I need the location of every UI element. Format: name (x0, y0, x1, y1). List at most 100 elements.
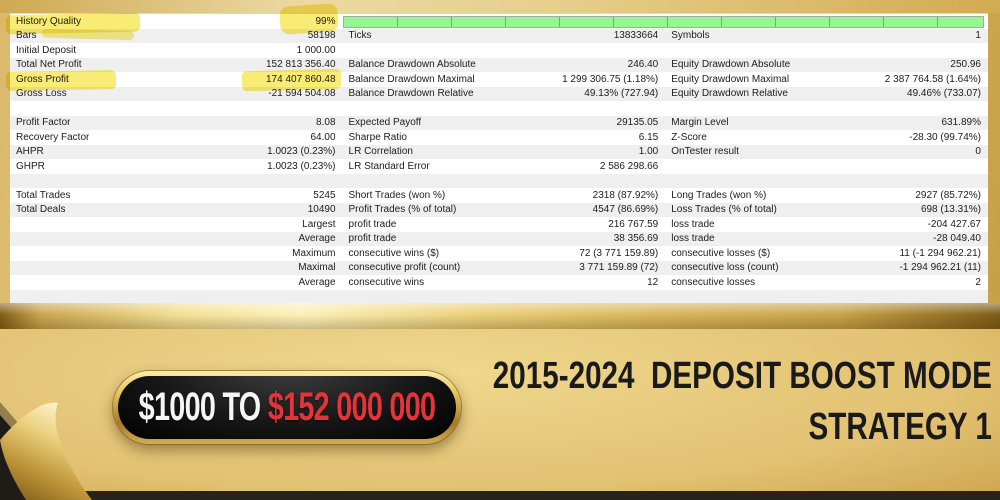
report-cell: Average (10, 275, 343, 290)
metric-label: Short Trades (won %) (348, 189, 446, 201)
report-cell: Average (10, 232, 343, 247)
report-cell: Short Trades (won %) 2318 (87.92%) (343, 188, 666, 203)
report-cell: Total Deals 10490 (10, 203, 343, 218)
metric-value: 2927 (85.72%) (915, 189, 981, 201)
report-cell: Z-Score -28.30 (99.74%) (665, 130, 988, 145)
metric-value: 6.15 (638, 131, 659, 143)
metric-label: Bars (16, 30, 37, 42)
report-row: Initial Deposit 1 000.00 (10, 43, 988, 58)
metric-label: consecutive wins ($) (348, 247, 440, 259)
report-cell: Equity Drawdown Maximal 2 387 764.58 (1.6… (665, 72, 988, 87)
metric-value: 11 (-1 294 962.21) (899, 247, 981, 259)
headline: 2015-2024 DEPOSIT BOOST MODE STRATEGY 1 (352, 351, 992, 453)
report-row: Gross Loss -21 594 504.08 Balance Drawdown… (10, 86, 988, 102)
metric-label: Symbols (671, 30, 710, 42)
metric-label: Recovery Factor (16, 131, 90, 143)
metric-label: consecutive wins (348, 276, 425, 288)
report-cell (665, 101, 988, 116)
metric-label: Loss Trades (% of total) (671, 204, 777, 216)
metric-label: Equity Drawdown Relative (671, 88, 788, 100)
metric-value: 0 (975, 146, 981, 158)
report-cell: Recovery Factor 64.00 (10, 130, 343, 145)
metric-label: Z-Score (671, 131, 707, 143)
metric-value: 1 000.00 (296, 44, 336, 56)
report-cell (665, 174, 988, 189)
report-row: Largest profit trade 216 767.59 loss trade -… (10, 217, 988, 232)
report-cell: consecutive losses 2 (665, 275, 988, 290)
metric-label: profit trade (348, 233, 397, 245)
report-cell (10, 174, 343, 189)
metric-value: Maximum (292, 247, 336, 259)
report-cell (343, 174, 666, 189)
report-cell: Gross Loss -21 594 504.08 (10, 87, 343, 102)
report-cell: loss trade -204 427.67 (665, 217, 988, 232)
metric-value: 38 356.69 (613, 233, 659, 245)
gold-divider-stripe (0, 303, 1000, 329)
highlight-marker-gross-profit-value (241, 68, 342, 92)
headline-line2: STRATEGY 1 (808, 406, 992, 448)
report-row: Total Net Profit 152 813 356.40 Balance Dr… (10, 57, 988, 73)
metric-label: LR Correlation (348, 146, 413, 158)
report-cell: Long Trades (won %) 2927 (85.72%) (665, 188, 988, 203)
metric-label: loss trade (671, 218, 715, 230)
amount-badge-text: $1000 TO $152 000 000 (139, 385, 436, 430)
metric-value: 2 586 298.66 (599, 160, 659, 172)
metric-value: 1 299 306.75 (1.18%) (562, 73, 659, 85)
report-cell (10, 101, 343, 116)
amount-badge-inner: $1000 TO $152 000 000 (118, 376, 456, 439)
curl-flap (0, 402, 92, 500)
report-cell (343, 101, 666, 116)
metric-label: Equity Drawdown Absolute (671, 59, 791, 71)
report-row: GHPR 1.0023 (0.23%) LR Standard Error 2 586… (10, 159, 988, 174)
report-cell: Profit Factor 8.08 (10, 116, 343, 131)
report-cell: Balance Drawdown Relative 49.13% (727.94) (343, 87, 666, 102)
report-cell: loss trade -28 049.40 (665, 232, 988, 247)
metric-value: 64.00 (310, 131, 336, 143)
report-cell: Balance Drawdown Maximal 1 299 306.75 (1.… (343, 72, 666, 87)
metric-value: 49.46% (733.07) (907, 88, 981, 100)
metric-value: 1 (975, 30, 981, 42)
report-row (10, 289, 988, 304)
metric-value: 2 387 764.58 (1.64%) (884, 73, 981, 85)
report-cell: profit trade 216 767.59 (343, 217, 666, 232)
report-cell: Bars 58198 (10, 29, 343, 44)
report-row: Total Deals 10490 Profit Trades (% of tota… (10, 202, 988, 218)
report-cell: Margin Level 631.89% (665, 116, 988, 131)
metric-label: Equity Drawdown Maximal (671, 73, 790, 85)
metric-value: 2 (975, 276, 981, 288)
report-cell: consecutive loss (count) -1 294 962.21 (1… (665, 261, 988, 276)
top-gold-band (0, 0, 1000, 13)
metric-value: 12 (647, 276, 659, 288)
metric-value: Maximal (298, 262, 336, 274)
report-cell: Loss Trades (% of total) 698 (13.31%) (665, 203, 988, 218)
metric-value: -21 594 504.08 (268, 88, 336, 100)
metric-label: Total Deals (16, 204, 66, 216)
report-cell: Total Net Profit 152 813 356.40 (10, 58, 343, 73)
metric-label: Gross Loss (16, 88, 67, 100)
metric-value: 631.89% (941, 117, 981, 129)
metric-label: Balance Drawdown Absolute (348, 59, 476, 71)
metric-label: OnTester result (671, 146, 740, 158)
metric-label: AHPR (16, 146, 44, 158)
metric-label: Long Trades (won %) (671, 189, 767, 201)
metric-label: consecutive losses (671, 276, 756, 288)
report-cell: Balance Drawdown Absolute 246.40 (343, 58, 666, 73)
bottom-dark-bar (0, 491, 1000, 500)
highlight-marker-quality-value (279, 3, 339, 35)
metric-value: 4547 (86.69%) (592, 204, 659, 216)
report-row: Bars 58198 Ticks 13833664 Symbols 1 (10, 28, 988, 44)
report-cell: Initial Deposit 1 000.00 (10, 43, 343, 58)
report-cell: Total Trades 5245 (10, 188, 343, 203)
metric-label: Total Trades (16, 189, 71, 201)
report-cell: Maximal (10, 261, 343, 276)
quality-progress-bar (342, 16, 984, 28)
metric-value: 49.13% (727.94) (584, 88, 659, 100)
report-cell: Largest (10, 217, 343, 232)
report-cell: Maximum (10, 246, 343, 261)
report-row: Maximum consecutive wins ($) 72 (3 771 159… (10, 246, 988, 261)
report-cell: consecutive losses ($) 11 (-1 294 962.21) (665, 246, 988, 261)
metric-value: Average (298, 276, 336, 288)
metric-label: consecutive loss (count) (671, 262, 779, 274)
metric-label: Initial Deposit (16, 44, 77, 56)
metric-value: 2318 (87.92%) (592, 189, 659, 201)
